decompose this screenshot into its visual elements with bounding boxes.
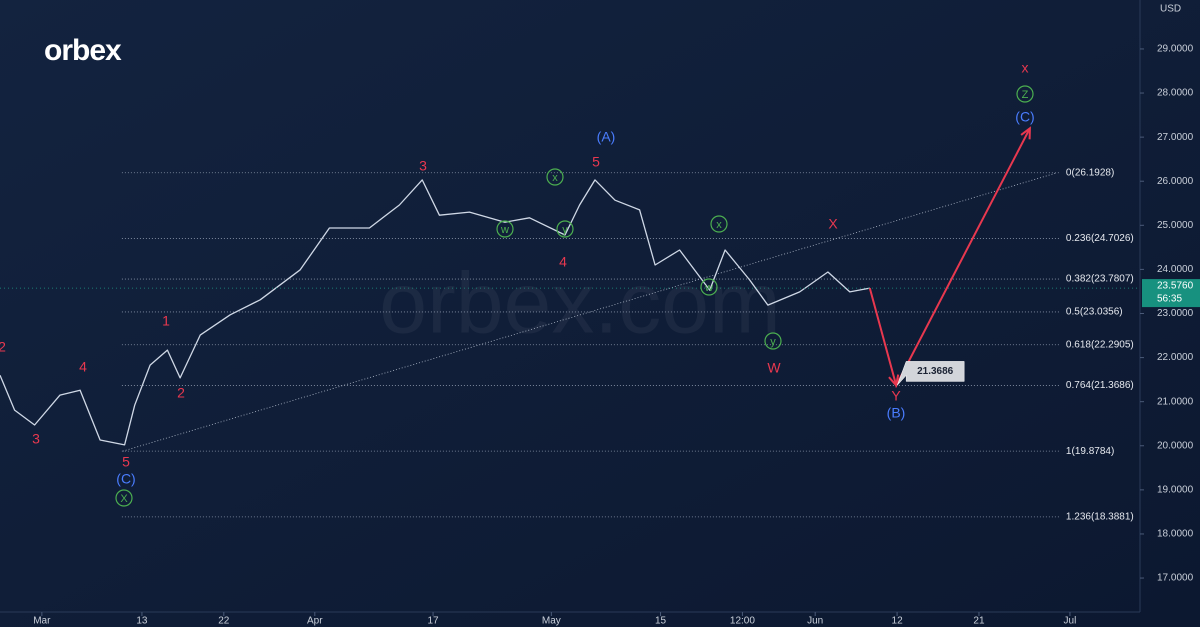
wave-label: 3 [419,158,427,174]
wave-label: 5 [592,154,600,170]
wave-label: (C) [116,471,135,487]
wave-circle [556,220,574,238]
callout-label: 21.3686 [917,366,954,377]
last-price-label: 23.5760 [1157,281,1194,292]
wave-label: w [500,224,509,236]
wave-label: x [716,219,722,231]
wave-label: 5 [122,454,130,470]
x-tick-label: 12 [892,616,904,627]
fib-label: 0.618(22.2905) [1066,339,1134,350]
fib-label: 1.236(18.3881) [1066,511,1134,522]
wave-label: 1 [162,313,170,329]
y-tick-label: 26.0000 [1157,176,1194,187]
wave-label: (B) [887,405,906,421]
y-tick-label: 20.0000 [1157,440,1194,451]
y-tick-label: 23.0000 [1157,308,1194,319]
wave-label: y [770,336,776,348]
x-tick-label: Jul [1064,616,1077,627]
wave-label: x [1022,60,1029,76]
x-tick-label: 12:00 [730,616,755,627]
x-tick-label: Apr [307,616,323,627]
fib-label: 0.382(23.7807) [1066,274,1134,285]
wave-label: Z [1022,89,1029,101]
y-tick-label: 28.0000 [1157,88,1194,99]
wave-circle [115,489,133,507]
wave-label: X [120,493,128,505]
wave-circle [700,278,718,296]
y-tick-label: 29.0000 [1157,44,1194,55]
wave-circle [1016,85,1034,103]
wave-label: Y [891,388,901,404]
x-tick-label: 15 [655,616,667,627]
watermark: orbex.com [379,256,781,352]
trendline [122,172,1058,452]
wave-label: 3 [32,431,40,447]
x-tick-label: 17 [428,616,440,627]
y-tick-label: 19.0000 [1157,485,1194,496]
last-price-tag [1142,279,1200,308]
y-tick-label: 27.0000 [1157,132,1194,143]
wave-label: X [828,216,838,232]
wave-label: 4 [79,359,87,375]
wave-label: 2 [177,385,185,401]
arrow-head [1020,126,1031,140]
fib-label: 1(19.8784) [1066,446,1114,457]
logo: orbex [44,34,122,67]
price-line [0,179,870,446]
wave-label: y [562,224,568,236]
x-tick-label: 13 [136,616,148,627]
y-tick-label: 18.0000 [1157,529,1194,540]
y-tick-label: 25.0000 [1157,220,1194,231]
x-tick-label: Jun [807,616,823,627]
wave-circle [546,168,564,186]
wave-label: (A) [597,129,616,145]
wave-label: w [704,282,713,294]
wave-circle [764,332,782,350]
wave-label: 4 [559,254,567,270]
arrow-head [888,374,900,388]
countdown: 56:35 [1157,294,1182,305]
currency-label: USD [1160,4,1181,15]
wave-circle [496,220,514,238]
y-tick-label: 21.0000 [1157,396,1194,407]
wave-circle [710,215,728,233]
y-tick-label: 17.0000 [1157,573,1194,584]
fib-label: 0.5(23.0356) [1066,307,1123,318]
callout-box [896,361,965,386]
wave-label: 2 [0,339,6,355]
y-tick-label: 22.0000 [1157,352,1194,363]
fib-label: 0.764(21.3686) [1066,380,1134,391]
y-tick-label: 24.0000 [1157,264,1194,275]
wave-label: W [767,360,781,376]
wave-label: x [552,172,558,184]
x-tick-label: May [542,616,561,627]
x-tick-label: 22 [218,616,230,627]
fib-label: 0.236(24.7026) [1066,233,1134,244]
x-tick-label: Mar [33,616,51,627]
wave-label: (C) [1015,109,1034,125]
x-tick-label: 21 [973,616,985,627]
fib-label: 0(26.1928) [1066,167,1114,178]
